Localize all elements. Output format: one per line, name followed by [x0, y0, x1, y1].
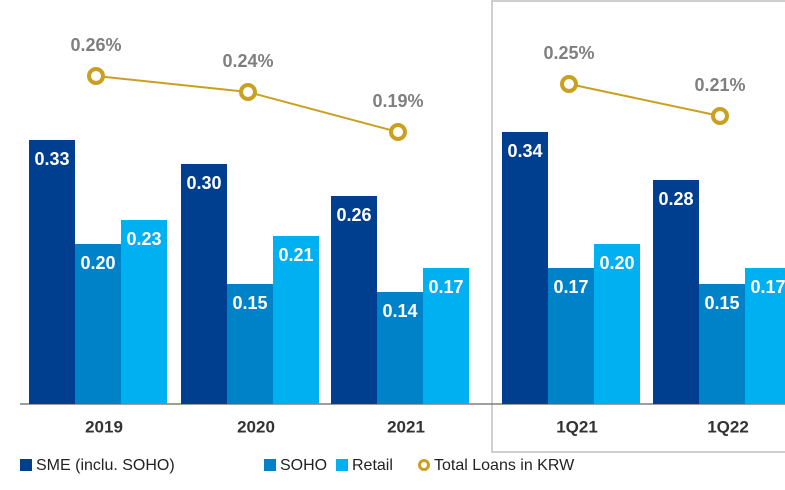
- x-tick-label: 2020: [237, 417, 275, 436]
- bar: [121, 220, 167, 404]
- line-marker: [711, 107, 729, 125]
- bar-label: 0.33: [34, 149, 69, 169]
- bar-label: 0.28: [658, 189, 693, 209]
- x-tick-label: 2019: [85, 417, 123, 436]
- legend-label: SME (inclu. SOHO): [36, 457, 175, 474]
- line-marker: [87, 67, 105, 85]
- line-marker: [560, 75, 578, 93]
- line-label: 0.19%: [372, 91, 423, 111]
- bar-label: 0.14: [382, 301, 417, 321]
- x-tick-label: 2021: [387, 417, 425, 436]
- line: [568, 83, 721, 117]
- line-label: 0.26%: [70, 35, 121, 55]
- legend-marker: [418, 459, 430, 471]
- legend-marker: [336, 459, 348, 471]
- line-label: 0.25%: [543, 43, 594, 63]
- bar-label: 0.15: [704, 293, 739, 313]
- bar-label: 0.17: [553, 277, 588, 297]
- bar: [548, 268, 594, 404]
- legend-label: Total Loans in KRW: [434, 457, 575, 474]
- x-tick-label: 1Q22: [707, 417, 749, 436]
- bar-label: 0.15: [232, 293, 267, 313]
- bar: [331, 196, 377, 404]
- bar: [594, 244, 640, 404]
- panel-frame: [491, 0, 785, 453]
- bar-label: 0.30: [186, 173, 221, 193]
- line-marker: [239, 83, 257, 101]
- bar: [75, 244, 121, 404]
- legend-marker: [264, 459, 276, 471]
- line-marker: [389, 123, 407, 141]
- bar-label: 0.34: [507, 141, 542, 161]
- legend-marker: [20, 459, 32, 471]
- bar: [273, 236, 319, 404]
- bar-label: 0.26: [336, 205, 371, 225]
- bar-label: 0.21: [278, 245, 313, 265]
- bar: [227, 284, 273, 404]
- bar: [423, 268, 469, 404]
- bar: [699, 284, 745, 404]
- bar: [181, 164, 227, 404]
- bar: [377, 292, 423, 404]
- bar-label: 0.17: [750, 277, 785, 297]
- bar: [502, 132, 548, 404]
- line-label: 0.21%: [694, 75, 745, 95]
- bar-label: 0.17: [428, 277, 463, 297]
- legend-label: Retail: [352, 457, 393, 474]
- bar-label: 0.20: [80, 253, 115, 273]
- bar: [653, 180, 699, 404]
- bar-label: 0.23: [126, 229, 161, 249]
- line-label: 0.24%: [222, 51, 273, 71]
- legend-label: SOHO: [280, 457, 327, 474]
- bar-label: 0.20: [599, 253, 634, 273]
- bar: [29, 140, 75, 404]
- bar: [745, 268, 785, 404]
- x-tick-label: 1Q21: [556, 417, 598, 436]
